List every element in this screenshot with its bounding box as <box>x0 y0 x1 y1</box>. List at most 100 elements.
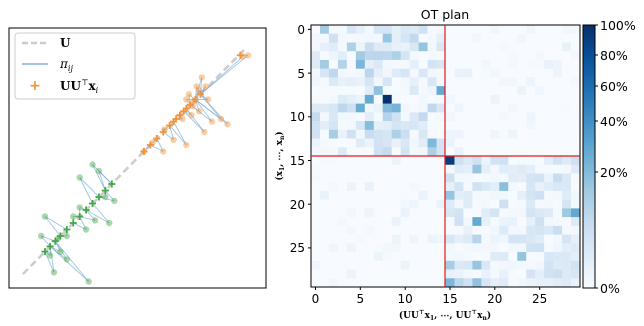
heatmap-cell <box>400 77 410 87</box>
heatmap-cell <box>544 129 554 139</box>
heatmap-cell <box>535 138 545 148</box>
heatmap-cell <box>328 112 339 122</box>
heatmap-cell <box>409 147 419 157</box>
heatmap-cell <box>490 129 500 139</box>
heatmap-cell <box>337 121 348 131</box>
heatmap-cell <box>355 156 366 166</box>
heatmap-cell <box>311 190 321 201</box>
data-point-green <box>70 213 77 220</box>
heatmap-cell <box>481 208 491 218</box>
heatmap-cell <box>311 260 321 270</box>
heatmap-cell <box>562 129 572 139</box>
heatmap-cell <box>418 217 428 227</box>
heatmap-cell <box>562 234 572 244</box>
heatmap-cell <box>472 86 482 96</box>
heatmap-cell <box>427 190 437 201</box>
heatmap-cell <box>427 94 437 104</box>
transport-edge <box>73 222 87 230</box>
projection-orange <box>159 128 167 136</box>
heatmap-cell <box>526 94 536 104</box>
heatmap-cell <box>544 42 554 52</box>
heatmap-cell <box>508 190 518 201</box>
heatmap-cell <box>409 129 419 139</box>
heatmap-cell <box>319 121 330 131</box>
heatmap-cell <box>409 51 419 61</box>
heatmap-cell <box>418 190 428 201</box>
heatmap-cell <box>373 129 384 139</box>
heatmap-cell <box>553 156 563 166</box>
heatmap-cell <box>436 42 446 52</box>
heatmap-cell <box>508 208 518 218</box>
heatmap-cell <box>346 59 357 70</box>
heatmap-cell <box>553 164 563 174</box>
x-tick-label: 5 <box>356 292 364 306</box>
heatmap-cell <box>436 164 446 174</box>
heatmap-cell <box>472 260 482 270</box>
heatmap-cell <box>409 208 419 218</box>
heatmap-cell <box>535 190 545 201</box>
heatmap-cell <box>562 217 572 227</box>
heatmap-cell <box>328 278 339 288</box>
heatmap-cell <box>481 25 491 35</box>
heatmap-cell <box>427 278 437 288</box>
heatmap-cell <box>499 190 509 201</box>
heatmap-cell <box>454 147 464 157</box>
heatmap-cell <box>319 199 330 209</box>
heatmap-cell <box>463 199 473 209</box>
heatmap-cell <box>311 182 321 192</box>
data-point-orange <box>244 52 252 59</box>
heatmap-cell <box>382 51 393 61</box>
heatmap-cell <box>319 156 330 166</box>
heatmap-cell <box>337 190 348 201</box>
heatmap-cell <box>373 112 384 122</box>
heatmap-cell <box>472 25 482 35</box>
x-axis-label: (UU⊤x1, ⋯, UU⊤xn) <box>399 309 491 322</box>
heatmap-cell <box>553 190 563 201</box>
projection-green <box>46 242 54 250</box>
heatmap-cell <box>400 51 410 61</box>
heatmap-cell <box>400 208 410 218</box>
heatmap-cell <box>364 199 375 209</box>
heatmap-cell <box>481 103 491 113</box>
heatmap-cell <box>346 25 357 35</box>
heatmap-cell <box>364 269 375 279</box>
heatmap-cell <box>373 252 384 262</box>
heatmap-cell <box>553 25 563 35</box>
heatmap-cell <box>391 156 402 166</box>
heatmap-cell <box>337 269 348 279</box>
heatmap-cell <box>364 173 375 183</box>
heatmap-cell <box>346 234 357 244</box>
heatmap-cell <box>355 68 366 78</box>
heatmap-cell <box>571 182 581 192</box>
heatmap-cell <box>355 42 366 52</box>
data-point-green <box>76 204 83 211</box>
transport-edge <box>49 246 68 260</box>
heatmap-cell <box>346 68 357 78</box>
heatmap-cell <box>418 121 428 131</box>
heatmap-cell <box>571 190 581 201</box>
heatmap-cell <box>535 25 545 35</box>
heatmap-cell <box>481 199 491 209</box>
heatmap-cell <box>544 103 554 113</box>
heatmap-cell <box>373 68 384 78</box>
heatmap-cell <box>553 217 563 227</box>
heatmap-cell <box>409 86 419 96</box>
heatmap-cell <box>454 77 464 87</box>
heatmap-cell <box>472 243 482 253</box>
heatmap-cell <box>337 208 348 218</box>
heatmap-cell <box>337 138 348 148</box>
heatmap-cell <box>544 121 554 131</box>
data-point-orange <box>193 83 200 90</box>
heatmap-cell <box>364 147 375 157</box>
projection-orange <box>191 96 199 103</box>
heatmap-cell <box>535 225 545 235</box>
heatmap-cell <box>373 51 384 61</box>
heatmap-cell <box>508 51 518 61</box>
heatmap-cell <box>382 121 393 131</box>
heatmap-cell <box>445 33 455 43</box>
heatmap-cell <box>499 199 509 209</box>
heatmap-cell <box>391 42 402 52</box>
heatmap-cell <box>328 77 339 87</box>
heatmap-cell <box>436 252 446 262</box>
heatmap-cell <box>508 164 518 174</box>
